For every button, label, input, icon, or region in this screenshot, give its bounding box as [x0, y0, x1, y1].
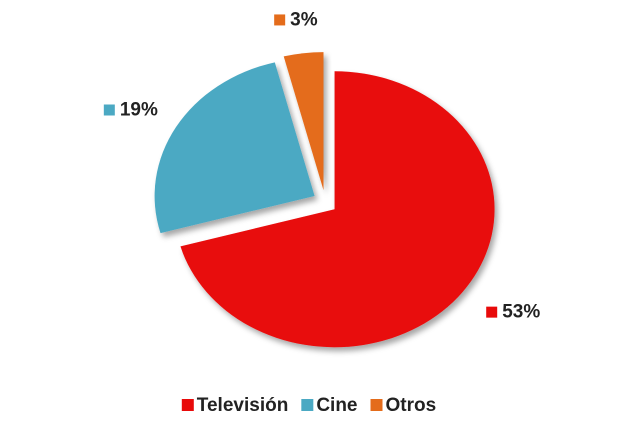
legend-swatch — [370, 399, 383, 411]
pie-slice — [283, 52, 324, 191]
label-swatch — [486, 306, 498, 318]
pie-slice — [154, 62, 315, 234]
data-label: 3% — [290, 9, 318, 30]
label-swatch — [103, 104, 115, 116]
label-swatch — [274, 14, 286, 26]
data-label: 53% — [502, 302, 540, 323]
legend-swatch — [301, 399, 314, 411]
pie-slice — [180, 71, 495, 348]
data-label: 19% — [120, 100, 158, 121]
legend-label: Cine — [316, 395, 357, 416]
legend-label: Otros — [386, 395, 437, 416]
legend-label: Televisión — [197, 395, 289, 416]
legend-swatch — [181, 399, 194, 411]
